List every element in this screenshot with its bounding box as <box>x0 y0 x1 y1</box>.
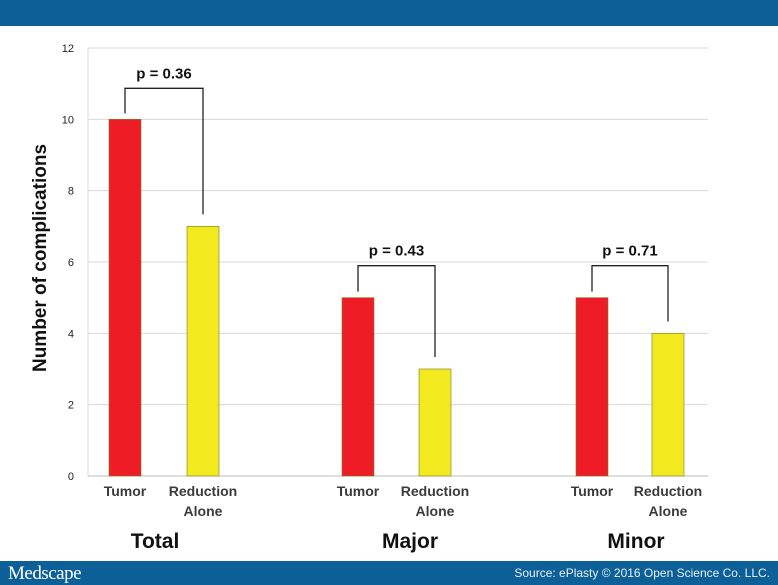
y-tick-label: 2 <box>68 400 74 412</box>
medscape-logo: Medscape <box>8 563 82 584</box>
gridlines <box>87 47 708 477</box>
category-label: Reduction <box>634 483 702 499</box>
y-tick-label: 0 <box>68 471 74 483</box>
category-label: Alone <box>184 503 223 519</box>
bar <box>341 297 375 477</box>
p-value-label: p = 0.71 <box>602 243 657 260</box>
p-value-label: p = 0.43 <box>369 243 424 260</box>
significance-bracket <box>357 265 436 357</box>
category-label: Reduction <box>401 483 469 499</box>
bars <box>108 119 685 477</box>
significance-bracket <box>124 87 204 215</box>
bar <box>575 297 609 477</box>
labels: 0 2 4 6 8 10 12 Tumor Reduction Alone p = 0.36 Tota… <box>62 43 702 553</box>
group-label: Major <box>382 530 438 553</box>
y-tick-label: 12 <box>62 43 74 55</box>
category-label: Reduction <box>169 483 237 499</box>
footer-bar: Medscape Source: ePlasty © 2016 Open Sci… <box>0 561 778 585</box>
y-tick-label: 4 <box>68 328 74 340</box>
significance-bracket <box>591 265 669 322</box>
group-label: Total <box>131 530 180 553</box>
category-label: Alone <box>649 503 688 519</box>
bar <box>186 226 220 477</box>
category-label: Tumor <box>571 483 614 499</box>
y-tick-label: 8 <box>68 186 74 198</box>
category-label: Alone <box>416 503 455 519</box>
complications-bar-chart: 0 2 4 6 8 10 12 Tumor Reduction Alone p = 0.36 Tota… <box>30 43 708 553</box>
category-label: Tumor <box>104 483 147 499</box>
bar <box>108 119 142 477</box>
p-value-label: p = 0.36 <box>136 65 191 82</box>
y-tick-label: 10 <box>62 114 74 126</box>
source-credit: Source: ePlasty © 2016 Open Science Co. … <box>514 566 770 580</box>
y-tick-label: 6 <box>68 257 74 269</box>
bar <box>418 368 452 477</box>
header-bar <box>0 0 778 26</box>
bar <box>651 333 685 477</box>
category-label: Tumor <box>337 483 380 499</box>
y-axis-label: Number of complications <box>30 144 51 372</box>
group-label: Minor <box>607 530 664 553</box>
